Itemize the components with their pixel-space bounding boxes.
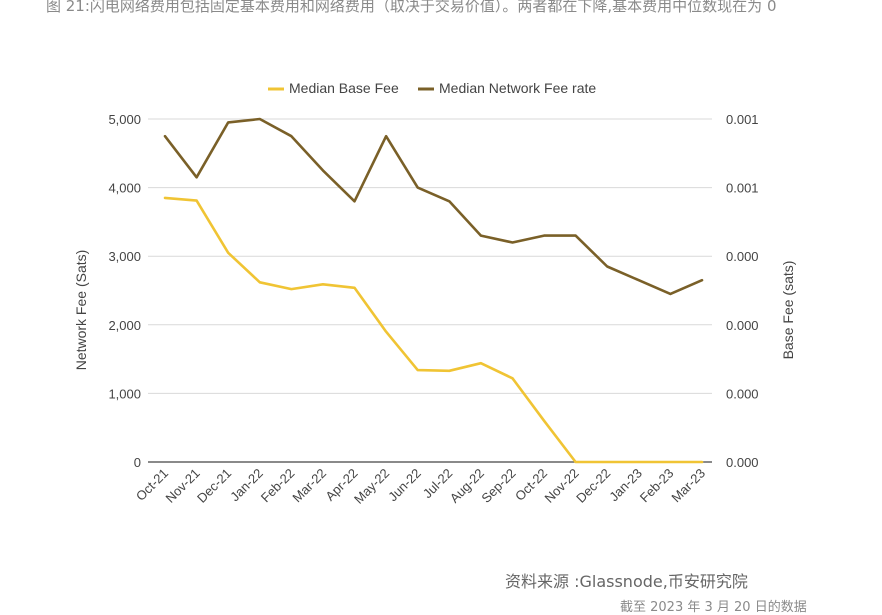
right-tick-label: 0.000 [726, 249, 759, 264]
data-point-base-fee [511, 377, 514, 380]
data-point-network-fee [543, 234, 545, 237]
figure-caption: 图 21:闪电网络费用包括固定基本费用和网络费用（取决于交易价值）。两者都在下降… [46, 0, 777, 15]
data-point-network-fee [606, 265, 608, 268]
left-tick-label: 3,000 [108, 249, 141, 264]
data-point-network-fee [574, 234, 577, 237]
x-tick-label: Jan-22 [227, 466, 266, 505]
data-point-network-fee [195, 176, 198, 179]
series-lines [163, 117, 704, 464]
data-point-network-fee [290, 135, 293, 137]
data-point-base-fee [480, 362, 482, 365]
data-point-network-fee [448, 200, 451, 203]
legend-label-base-fee: Median Base Fee [289, 80, 399, 96]
right-tick-label: 0.000 [726, 318, 759, 333]
data-point-base-fee [606, 461, 608, 463]
right-tick-label: 0.000 [726, 386, 759, 401]
gridlines [148, 118, 712, 463]
series-line-network-fee [163, 117, 704, 296]
right-axis-ticks: 0.000 0.000 0.000 0.000 0.001 0.001 [726, 112, 759, 470]
data-point-base-fee [290, 288, 293, 290]
x-tick-label: Jan-23 [606, 466, 645, 505]
data-point-base-fee [195, 199, 198, 202]
data-point-base-fee [638, 461, 640, 463]
data-point-network-fee [416, 186, 419, 189]
data-point-base-fee [701, 461, 703, 463]
data-point-network-fee [669, 293, 672, 295]
x-tick-label: Sep-22 [478, 466, 518, 506]
x-tick-label: Jun-22 [385, 466, 424, 505]
data-point-network-fee [353, 200, 356, 203]
data-point-base-fee [322, 283, 324, 286]
series-line-base-fee [163, 196, 704, 464]
x-tick-label: Aug-22 [447, 466, 487, 506]
data-point-network-fee [164, 135, 166, 137]
x-tick-label: Dec-22 [573, 466, 613, 506]
x-tick-label: May-22 [351, 466, 392, 507]
data-point-base-fee [543, 420, 545, 422]
left-axis-ticks: 0 1,000 2,000 3,000 4,000 5,000 [108, 112, 141, 470]
left-tick-label: 5,000 [108, 112, 141, 127]
x-axis-ticks: Oct-21Nov-21Dec-21Jan-22Feb-22Mar-22Apr-… [133, 466, 708, 507]
left-axis-label: Network Fee (Sats) [73, 250, 89, 371]
data-point-network-fee [385, 135, 387, 137]
x-tick-label: Mar-22 [289, 466, 329, 506]
left-tick-label: 0 [134, 455, 141, 470]
data-point-base-fee [669, 461, 672, 463]
x-tick-label: Mar-23 [668, 466, 708, 506]
data-point-base-fee [385, 330, 387, 333]
data-point-network-fee [638, 279, 640, 282]
left-tick-label: 2,000 [108, 318, 141, 333]
data-point-base-fee [353, 287, 356, 289]
right-tick-label: 0.000 [726, 455, 759, 470]
data-point-network-fee [480, 234, 482, 237]
data-point-base-fee [227, 252, 229, 254]
x-tick-label: Nov-21 [162, 466, 202, 506]
left-tick-label: 4,000 [108, 181, 141, 196]
data-point-base-fee [416, 369, 419, 371]
data-point-base-fee [164, 197, 166, 199]
left-tick-label: 1,000 [108, 386, 141, 401]
source-note: 资料来源 :Glassnode,币安研究院 [505, 572, 748, 591]
data-point-base-fee [259, 281, 261, 284]
data-point-network-fee [322, 169, 324, 172]
right-tick-label: 0.001 [726, 181, 759, 196]
x-tick-label: Dec-21 [194, 466, 234, 506]
data-point-network-fee [701, 279, 703, 282]
x-tick-label: Nov-22 [542, 466, 582, 506]
legend: Median Base Fee Median Network Fee rate [268, 80, 596, 96]
x-tick-label: Feb-23 [637, 466, 677, 506]
legend-label-network-fee: Median Network Fee rate [439, 80, 596, 96]
data-point-base-fee [574, 461, 577, 463]
line-chart: Median Base Fee Median Network Fee rate … [73, 80, 796, 507]
x-tick-label: Feb-22 [258, 466, 298, 506]
data-point-network-fee [227, 121, 229, 124]
data-point-network-fee [511, 241, 514, 244]
right-tick-label: 0.001 [726, 112, 759, 127]
data-point-base-fee [448, 370, 451, 372]
right-axis-label: Base Fee (sats) [780, 261, 796, 360]
data-point-network-fee [259, 118, 261, 120]
